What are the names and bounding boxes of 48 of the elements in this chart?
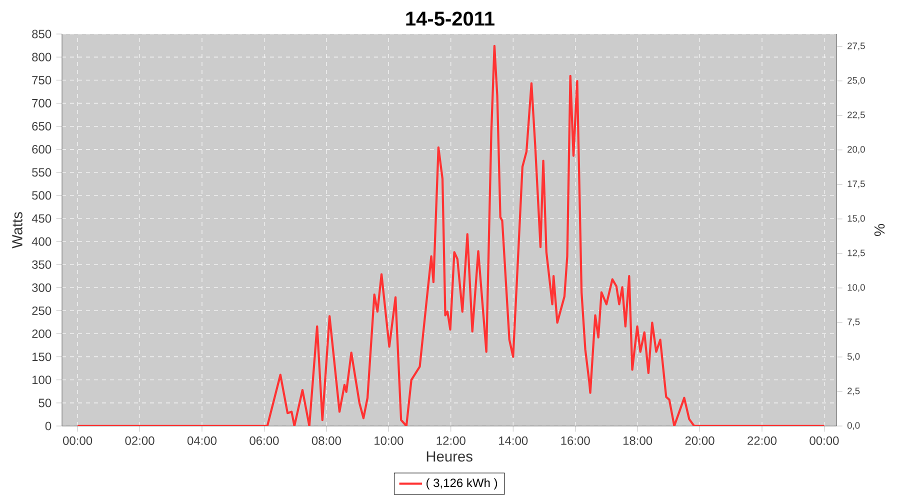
y2-axis-title: %: [874, 224, 885, 236]
y-tick-label: 450: [32, 214, 52, 223]
x-tick-label: 00:00: [63, 436, 92, 445]
y-tick-label: 50: [38, 398, 52, 408]
y2-tick-label: 20,0: [848, 146, 865, 154]
y-tick-label: 100: [32, 376, 52, 384]
x-tick-label: 10:00: [374, 436, 404, 445]
y-tick-label: 400: [32, 237, 52, 246]
y-tick-label: 200: [32, 330, 52, 338]
x-tick-label: 02:00: [125, 436, 154, 445]
x-tick-label: 22:00: [748, 436, 777, 445]
y-axis-title: Watts: [12, 212, 22, 248]
y2-tick-label: 5,0: [847, 353, 860, 361]
y-tick-label: 500: [32, 191, 52, 200]
y-tick-label: 850: [32, 30, 52, 38]
y2-tick-label: 12,5: [848, 250, 865, 258]
x-tick-label: 14:00: [499, 436, 528, 445]
x-tick-label: 20:00: [685, 436, 714, 445]
y-tick-label: 800: [32, 52, 52, 62]
x-tick-label: 18:00: [623, 436, 652, 445]
legend-label: ( 3,126 kWh ): [426, 478, 498, 490]
y2-tick-label: 15,0: [848, 215, 865, 223]
y-tick-label: 150: [32, 352, 52, 362]
y2-tick-label: 22,5: [848, 112, 865, 120]
x-tick-label: 16:00: [561, 436, 590, 445]
y2-tick-label: 10,0: [848, 284, 865, 292]
y-tick-label: 0: [45, 422, 52, 430]
y-tick-label: 750: [32, 76, 52, 84]
x-tick-label: 12:00: [436, 436, 466, 445]
x-axis-title: Heures: [426, 451, 472, 462]
chart-title: 14-5-2011: [406, 12, 494, 26]
x-tick-label: 00:00: [810, 436, 839, 445]
y2-tick-label: 2,5: [848, 388, 860, 396]
y-tick-label: 700: [32, 98, 52, 108]
x-tick-label: 08:00: [312, 436, 341, 445]
y2-tick-label: 17,5: [848, 180, 865, 188]
y-tick-label: 350: [32, 260, 52, 269]
x-tick-label: 04:00: [187, 436, 217, 445]
y2-tick-label: 0,0: [847, 422, 860, 430]
y-tick-label: 650: [32, 122, 52, 130]
y-tick-label: 250: [32, 306, 52, 315]
y-tick-label: 600: [32, 145, 52, 154]
y-tick-label: 300: [32, 283, 52, 292]
y2-tick-label: 25,0: [848, 77, 865, 85]
y2-tick-label: 7,5: [848, 318, 860, 326]
x-tick-label: 06:00: [250, 436, 279, 445]
y-tick-label: 550: [32, 168, 52, 177]
y2-tick-label: 27,5: [848, 42, 865, 50]
